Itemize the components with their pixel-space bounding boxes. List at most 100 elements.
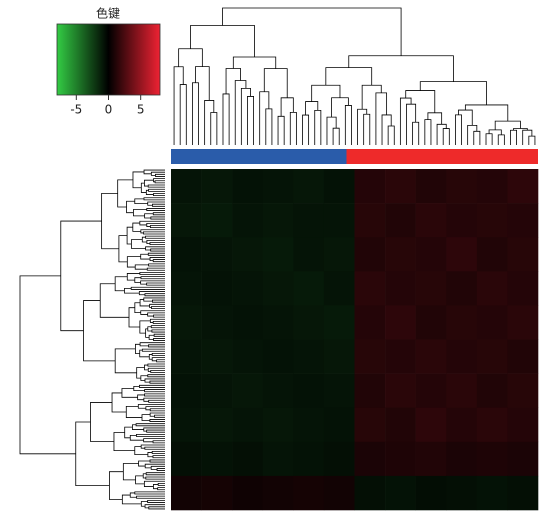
dendrogram-branch	[326, 116, 337, 145]
dendrogram-branch	[151, 306, 165, 309]
dendrogram-branch	[152, 455, 165, 459]
heatmap-cell	[323, 339, 355, 374]
dendrogram-branch	[113, 432, 135, 451]
dendrogram-branch	[488, 129, 502, 135]
dendrogram-branch	[145, 235, 165, 239]
dendrogram-branch	[114, 348, 137, 374]
dendrogram-branch	[132, 171, 145, 189]
dendrogram-branch	[406, 103, 417, 145]
dendrogram-branch	[145, 246, 165, 251]
dendrogram-branch	[147, 500, 165, 503]
dendrogram-branch	[277, 115, 285, 145]
dendrogram-branch	[140, 375, 148, 381]
dendrogram-branch	[210, 112, 218, 145]
heatmap-cell	[354, 305, 386, 340]
dendrogram-branch	[302, 114, 310, 145]
dendrogram-branch	[135, 423, 165, 427]
heatmap-cell	[446, 407, 478, 443]
dendrogram-branch	[247, 96, 254, 145]
dendrogram-branch	[522, 129, 533, 145]
dendrogram-branch	[149, 242, 165, 246]
heatmap-cell	[354, 475, 386, 511]
heatmap-cell	[446, 305, 478, 340]
dendrogram-branch	[147, 201, 165, 206]
heatmap-cell	[385, 373, 416, 408]
dendrogram-branch	[134, 264, 149, 270]
dendrogram-branch	[144, 179, 154, 187]
dendrogram-branch	[144, 378, 165, 383]
dendrogram-branch	[157, 487, 165, 491]
dendrogram-branch	[146, 282, 165, 286]
heatmap-cell	[262, 407, 294, 443]
colorbar-tick-label: -5	[70, 103, 82, 117]
heatmap-cell	[476, 475, 508, 511]
heatmap-cell	[262, 305, 294, 340]
heatmap-cell	[293, 237, 325, 272]
dendrogram-branch	[142, 231, 165, 235]
dendrogram-branch	[137, 394, 145, 401]
dendrogram-branch	[153, 333, 165, 337]
dendrogram-branch	[149, 408, 165, 412]
heatmap-cell	[476, 203, 508, 238]
dendrogram-branch	[147, 367, 165, 372]
dendrogram-branch	[179, 84, 187, 145]
heatmap-cell	[232, 373, 264, 408]
heatmap-cell	[385, 305, 416, 340]
heatmap-cell	[415, 475, 447, 511]
heatmap-cell	[323, 475, 355, 511]
colorbar-tick-label: 0	[105, 103, 113, 117]
heatmap-cell	[354, 441, 386, 477]
dendrogram-branch	[144, 446, 165, 450]
dendrogram-branch	[311, 84, 341, 102]
dendrogram-branch	[151, 357, 165, 362]
heatmap-cell	[446, 475, 478, 511]
dendrogram-branch	[125, 405, 143, 418]
dendrogram-branch	[140, 276, 165, 280]
dendrogram-branch	[147, 326, 152, 332]
dendrogram-branch	[140, 229, 165, 234]
heatmap-cell	[201, 373, 233, 408]
dendrogram-branch	[357, 108, 368, 145]
dendrogram-branch	[151, 450, 165, 454]
dendrogram-branch	[111, 392, 127, 413]
dendrogram-branch	[126, 256, 141, 268]
dendrogram-branch	[130, 286, 165, 290]
heatmap-cell	[415, 441, 447, 477]
dendrogram-branch	[204, 100, 215, 145]
dendrogram-branch	[118, 235, 128, 263]
heatmap-cell	[415, 203, 447, 238]
dendrogram-branch	[412, 121, 420, 145]
heatmap-cell	[201, 339, 233, 374]
heatmap-cell	[232, 441, 264, 477]
dendrogram-branch	[240, 87, 251, 145]
heatmap-cell	[232, 475, 264, 511]
heatmap-cell	[201, 237, 233, 272]
dendrogram-branch	[126, 273, 140, 281]
dendrogram-branch	[289, 111, 297, 145]
heatmap-cell	[415, 271, 447, 306]
dendrogram-branch	[143, 480, 165, 487]
dendrogram-branch	[148, 354, 153, 360]
dendrogram-branch	[144, 293, 165, 297]
heatmap-cell	[507, 169, 539, 204]
dendrogram-branch	[399, 97, 412, 145]
dendrogram-branch	[152, 320, 165, 324]
dendrogram-branch	[148, 188, 165, 192]
dendrogram-branch	[150, 325, 165, 329]
colorbar-title: 色键	[96, 7, 120, 21]
heatmap-cell	[446, 339, 478, 374]
colorbar-tick-label: 5	[137, 103, 145, 117]
heatmap-cell	[476, 271, 508, 306]
heatmap-cell	[262, 441, 294, 477]
dendrogram-branch	[424, 119, 432, 145]
dendrogram-branch	[147, 374, 165, 378]
heatmap-cell	[323, 305, 355, 340]
dendrogram-branch	[139, 220, 165, 226]
heatmap-cell	[507, 237, 539, 272]
heatmap-cell	[323, 271, 355, 306]
dendrogram-branch	[83, 300, 116, 362]
dendrogram-branch	[405, 90, 436, 113]
dendrogram-branch	[140, 280, 165, 285]
dendrogram-branch	[139, 271, 165, 275]
